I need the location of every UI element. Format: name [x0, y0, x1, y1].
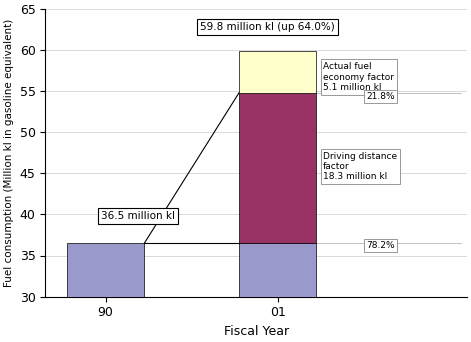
Bar	[67, 243, 144, 297]
Text: Driving distance
factor
18.3 million kl: Driving distance factor 18.3 million kl	[323, 152, 398, 181]
Text: 21.8%: 21.8%	[366, 92, 395, 101]
Text: 59.8 million kl (up 64.0%): 59.8 million kl (up 64.0%)	[200, 22, 335, 32]
Bar	[239, 51, 317, 93]
Y-axis label: Fuel consumption (Million kl in gasoline equivalent): Fuel consumption (Million kl in gasoline…	[4, 19, 14, 287]
Bar	[239, 93, 317, 243]
Text: 78.2%: 78.2%	[366, 241, 395, 250]
Text: 36.5 million kl: 36.5 million kl	[101, 211, 175, 221]
Text: Actual fuel
economy factor
5.1 million kl: Actual fuel economy factor 5.1 million k…	[323, 62, 394, 92]
Bar	[239, 243, 317, 297]
X-axis label: Fiscal Year: Fiscal Year	[224, 325, 289, 338]
